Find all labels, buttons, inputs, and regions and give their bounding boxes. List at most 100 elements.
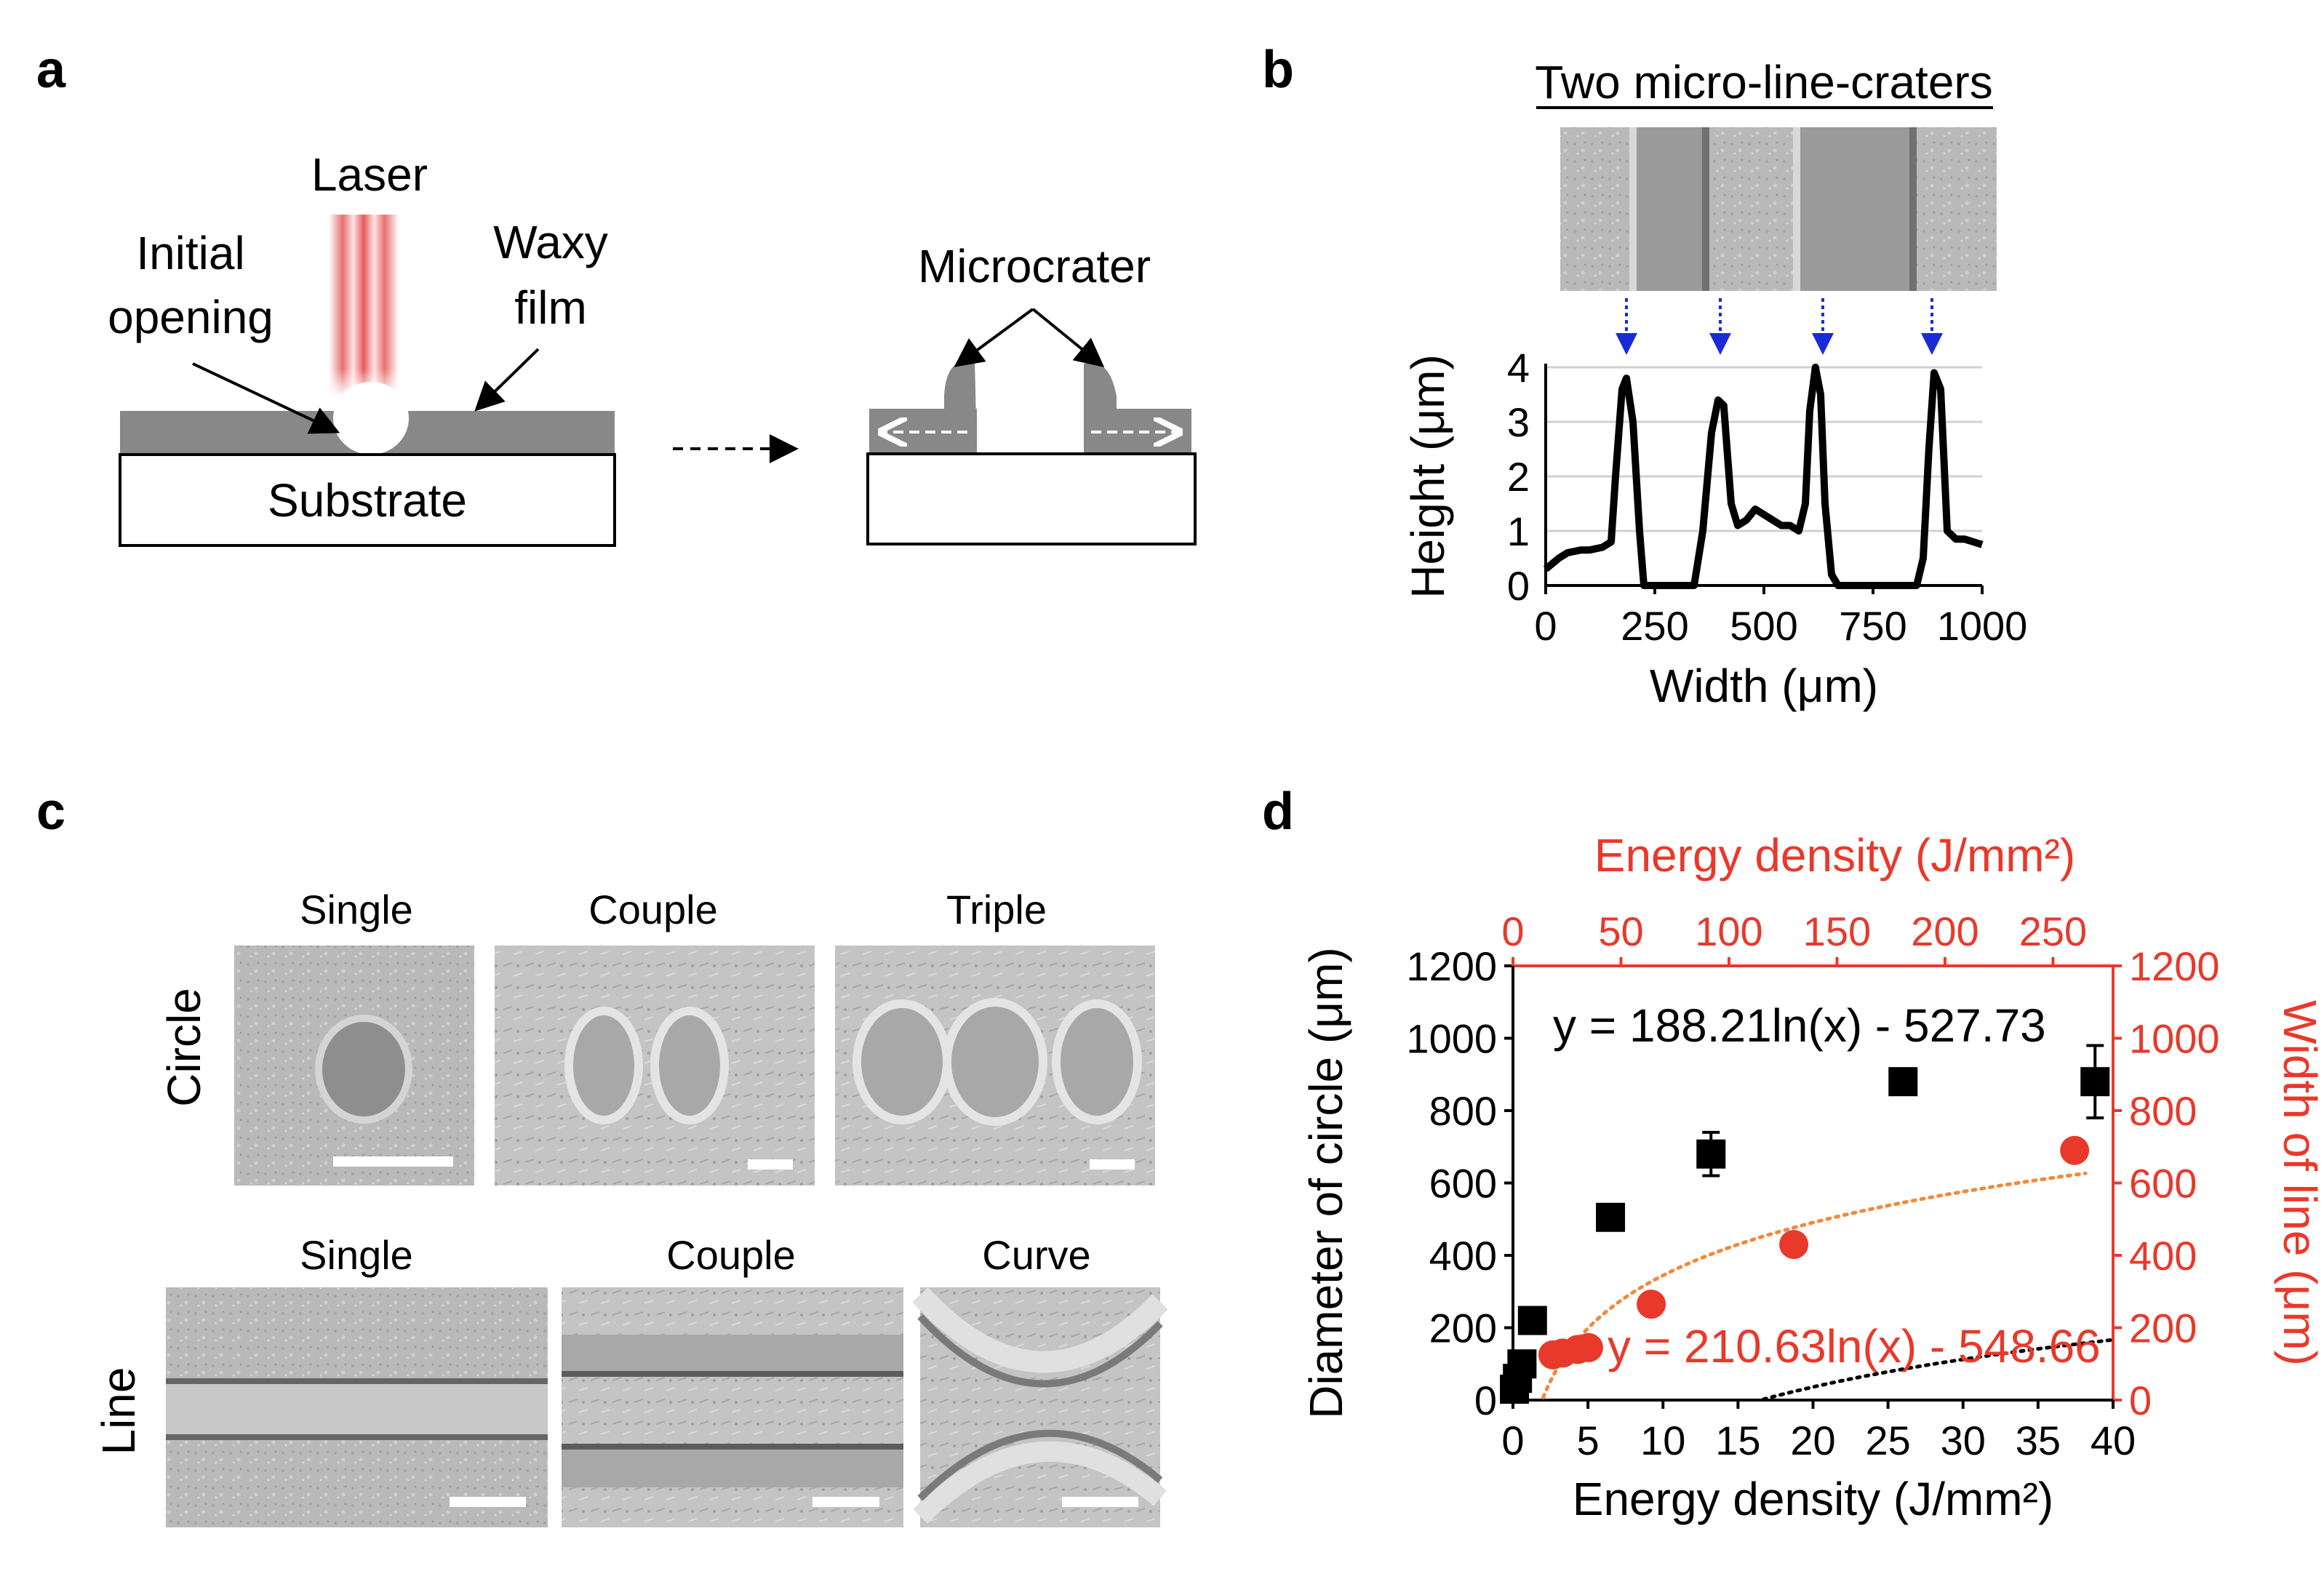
- micrograph-line-single: [166, 1287, 548, 1527]
- substrate-label: Substrate: [268, 474, 467, 527]
- x-tick-label: 35: [2016, 1418, 2061, 1463]
- y-tick-label: 800: [1429, 1088, 1497, 1134]
- fit-curve-line: [1541, 1171, 2088, 1399]
- dotted-arrow-head: [1616, 333, 1637, 355]
- micrograph-circle-couple: [495, 946, 815, 1186]
- x-tick-label: 250: [1621, 603, 1688, 649]
- profile-arrows: [1616, 298, 1943, 355]
- x-tick-label: 0: [1534, 603, 1557, 649]
- micrograph-title: Two micro-line-craters: [1535, 56, 1992, 108]
- x2-tick-label: 250: [2019, 908, 2087, 954]
- title-circle-triple: Triple: [946, 887, 1047, 932]
- row-label-line: Line: [92, 1367, 145, 1455]
- equation-line: y = 210.63ln(x) - 548.66: [1608, 1320, 2101, 1372]
- data-point-circle-diameter: [1696, 1139, 1726, 1169]
- y-tick-label: 4: [1507, 345, 1530, 391]
- scale-bar: [748, 1159, 793, 1170]
- x-axis-label: Width (μm): [1650, 660, 1878, 712]
- waxy-film-label-2: film: [514, 281, 587, 334]
- crater-rim-right: [1084, 362, 1117, 454]
- scale-bar: [333, 1156, 453, 1167]
- initial-opening-label-2: opening: [108, 291, 273, 343]
- x-tick-label: 25: [1865, 1418, 1910, 1463]
- y-tick-label: 2: [1507, 454, 1530, 500]
- x2-tick-label: 150: [1803, 908, 1871, 954]
- y-tick-label: 1: [1507, 508, 1530, 554]
- scale-bar: [1090, 1159, 1135, 1170]
- micrograph-circle-triple: [835, 946, 1155, 1186]
- y-tick-label: 1200: [1406, 943, 1497, 989]
- y2-tick-label: 0: [2129, 1378, 2152, 1423]
- y-axis-label: Height (μm): [1402, 354, 1454, 599]
- x-axis-label: Energy density (J/mm²): [1573, 1473, 2053, 1525]
- x-tick-label: 20: [1790, 1418, 1835, 1463]
- dotted-arrow-head: [1709, 333, 1731, 355]
- y-tick-label: 600: [1429, 1161, 1497, 1207]
- equation-circle: y = 188.21ln(x) - 527.73: [1553, 999, 2046, 1052]
- title-circle-single: Single: [300, 887, 413, 932]
- y-tick-label: 0: [1507, 563, 1530, 609]
- y-tick-label: 0: [1474, 1378, 1497, 1423]
- data-point-circle-diameter: [2080, 1067, 2110, 1097]
- panel-a-label: a: [36, 41, 66, 99]
- substrate-left: [119, 453, 616, 547]
- waxy-film-label-1: Waxy: [493, 216, 608, 268]
- y2-axis-label: Width of line (μm): [2274, 1000, 2324, 1366]
- profile-line: [1543, 364, 1984, 589]
- panel-b-label: b: [1262, 41, 1294, 99]
- panel-b: b Two micro-line-craters 0 1 2 3 4 0 250 500 750…: [1262, 41, 2027, 712]
- y2-tick-label: 1200: [2129, 943, 2220, 989]
- x-tick-label: 0: [1501, 1418, 1524, 1463]
- data-point-line-width: [1573, 1332, 1603, 1362]
- data-point-circle-diameter: [1517, 1306, 1547, 1335]
- x2-tick-label: 200: [1911, 908, 1978, 954]
- row-label-circle: Circle: [158, 988, 210, 1107]
- y2-tick-label: 1000: [2129, 1016, 2220, 1062]
- panel-a: a Laser Substrate Initial opening Waxy f…: [36, 41, 1197, 547]
- title-line-curve: Curve: [982, 1232, 1090, 1278]
- data-point-line-width: [1637, 1290, 1666, 1319]
- fit-curve-circle: [1761, 1338, 2114, 1402]
- data-point-line-width: [2060, 1135, 2090, 1165]
- x-tick-label: 500: [1730, 603, 1797, 649]
- data-point-circle-diameter: [1507, 1349, 1537, 1379]
- micrograph-line-curve: [911, 1287, 1168, 1527]
- x2-axis-label: Energy density (J/mm²): [1594, 829, 2075, 882]
- dotted-arrow-head: [1921, 333, 1943, 355]
- y-tick-label: 200: [1429, 1306, 1497, 1351]
- data-point-line-width: [1779, 1230, 1809, 1260]
- data-point-circle-diameter: [1596, 1202, 1626, 1232]
- x-tick-label: 15: [1715, 1418, 1760, 1463]
- x-tick-label: 750: [1839, 603, 1906, 649]
- y2-tick-label: 600: [2129, 1161, 2197, 1207]
- x-tick-label: 5: [1577, 1418, 1600, 1463]
- y-axis-label: Diameter of circle (μm): [1300, 947, 1352, 1419]
- micrograph-circle-single: [234, 946, 474, 1186]
- y-tick-label: 3: [1507, 399, 1530, 445]
- scale-bar: [450, 1497, 526, 1507]
- panel-c: c Circle Line Single Couple Triple: [36, 783, 1168, 1527]
- title-line-couple: Couple: [666, 1232, 795, 1278]
- profile-chart: 0 1 2 3 4 0 250 500 750 1000 Width (μm) Height (μm): [1402, 345, 2027, 712]
- initial-opening-label-1: Initial: [136, 227, 244, 279]
- title-line-single: Single: [300, 1232, 413, 1278]
- initial-opening-hole: [333, 382, 409, 455]
- laser-label: Laser: [311, 148, 428, 201]
- x-tick-label: 30: [1941, 1418, 1986, 1463]
- microcrater-arrow-right: [1031, 308, 1105, 368]
- dotted-arrow-head: [1812, 333, 1834, 355]
- panel-c-label: c: [36, 783, 65, 841]
- crater-rim-left: [944, 359, 977, 454]
- waxy-film-arrow: [474, 348, 540, 412]
- x2-tick-label: 0: [1501, 908, 1524, 954]
- scale-bar: [1062, 1497, 1138, 1507]
- title-circle-couple: Couple: [588, 887, 717, 932]
- initial-opening-arrow: [192, 362, 340, 434]
- x2-tick-label: 100: [1695, 908, 1762, 954]
- y-tick-label: 1000: [1406, 1016, 1497, 1062]
- y-tick-label: 400: [1429, 1233, 1497, 1279]
- x-tick-label: 1000: [1937, 603, 2028, 649]
- micrograph-line-couple: [562, 1287, 903, 1527]
